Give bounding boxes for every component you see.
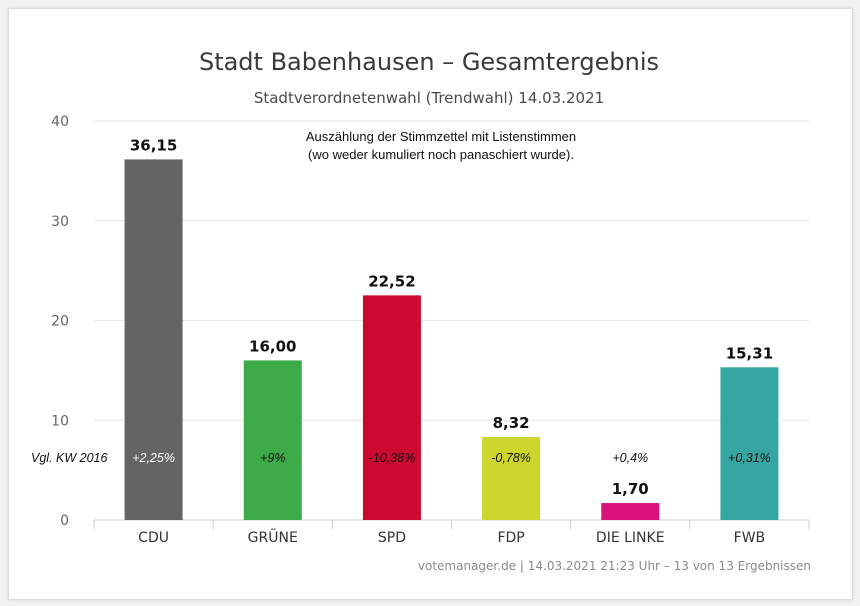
data-label: 1,70 <box>612 480 649 498</box>
change-label: +0,4% <box>612 451 648 465</box>
change-label: -0,78% <box>491 451 531 465</box>
bar-cdu <box>124 159 183 520</box>
chart-subtitle: Stadtverordnetenwahl (Trendwahl) 14.03.2… <box>254 89 604 107</box>
change-label: +9% <box>260 451 285 465</box>
plot-area: 0 10 20 30 40 36,15 CDU +2,25% 16,00 GRÜNE +9% 22,5… <box>51 114 810 546</box>
data-label: 36,15 <box>130 136 177 154</box>
change-label: +2,25% <box>132 451 175 465</box>
change-label: +0,31% <box>728 451 771 465</box>
y-tick-label: 40 <box>51 114 69 130</box>
x-tick-label: SPD <box>378 530 406 546</box>
bar-fwb <box>720 367 779 520</box>
x-tick-label: CDU <box>138 530 169 546</box>
chart-title: Stadt Babenhausen – Gesamtergebnis <box>199 48 659 76</box>
x-tick-label: FDP <box>497 530 524 546</box>
note-line-1: Auszählung der Stimmzettel mit Listensti… <box>306 129 576 144</box>
x-tick-label: DIE LINKE <box>596 530 665 546</box>
bar-spd <box>362 295 421 520</box>
note-line-2: (wo weder kumuliert noch panaschiert wur… <box>308 147 574 162</box>
source-credit: votemanager.de | 14.03.2021 21:23 Uhr – … <box>418 559 811 573</box>
bar-gr-ne <box>243 360 302 520</box>
x-tick-label: FWB <box>734 530 766 546</box>
bar-die-linke <box>601 503 660 520</box>
y-tick-label: 30 <box>51 214 69 230</box>
data-label: 16,00 <box>249 337 296 355</box>
y-tick-label: 0 <box>60 513 69 529</box>
chart-card: Stadt Babenhausen – Gesamtergebnis Stadt… <box>8 8 853 600</box>
y-tick-label: 10 <box>51 413 69 429</box>
bar-chart: Stadt Babenhausen – Gesamtergebnis Stadt… <box>31 48 811 573</box>
comparison-label: Vgl. KW 2016 <box>31 451 107 465</box>
bar-fdp <box>482 437 541 520</box>
y-tick-label: 20 <box>51 314 69 330</box>
x-tick-label: GRÜNE <box>248 528 298 546</box>
change-label: -10,38% <box>369 451 416 465</box>
data-label: 15,31 <box>726 344 773 362</box>
data-label: 8,32 <box>493 414 530 432</box>
data-label: 22,52 <box>368 272 415 290</box>
